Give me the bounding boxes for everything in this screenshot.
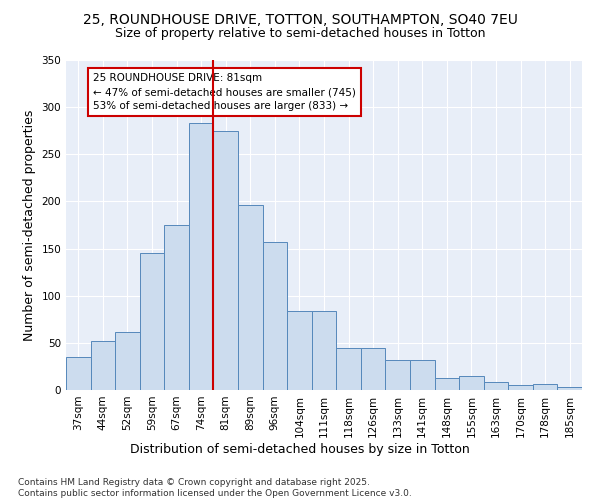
Bar [410,360,434,390]
Text: Distribution of semi-detached houses by size in Totton: Distribution of semi-detached houses by … [130,442,470,456]
Text: 25, ROUNDHOUSE DRIVE, TOTTON, SOUTHAMPTON, SO40 7EU: 25, ROUNDHOUSE DRIVE, TOTTON, SOUTHAMPTO… [83,12,517,26]
Text: Size of property relative to semi-detached houses in Totton: Size of property relative to semi-detach… [115,28,485,40]
Bar [557,387,582,390]
Bar [336,348,361,390]
Bar [214,130,238,390]
Y-axis label: Number of semi-detached properties: Number of semi-detached properties [23,110,36,340]
Bar [189,123,214,390]
Bar [238,205,263,390]
Bar [434,378,459,390]
Bar [533,384,557,390]
Bar [361,348,385,390]
Bar [66,357,91,390]
Text: Contains HM Land Registry data © Crown copyright and database right 2025.
Contai: Contains HM Land Registry data © Crown c… [18,478,412,498]
Bar [287,311,312,390]
Text: 25 ROUNDHOUSE DRIVE: 81sqm
← 47% of semi-detached houses are smaller (745)
53% o: 25 ROUNDHOUSE DRIVE: 81sqm ← 47% of semi… [93,73,356,111]
Bar [484,382,508,390]
Bar [508,386,533,390]
Bar [312,311,336,390]
Bar [140,254,164,390]
Bar [91,341,115,390]
Bar [385,360,410,390]
Bar [115,332,140,390]
Bar [263,242,287,390]
Bar [164,225,189,390]
Bar [459,376,484,390]
